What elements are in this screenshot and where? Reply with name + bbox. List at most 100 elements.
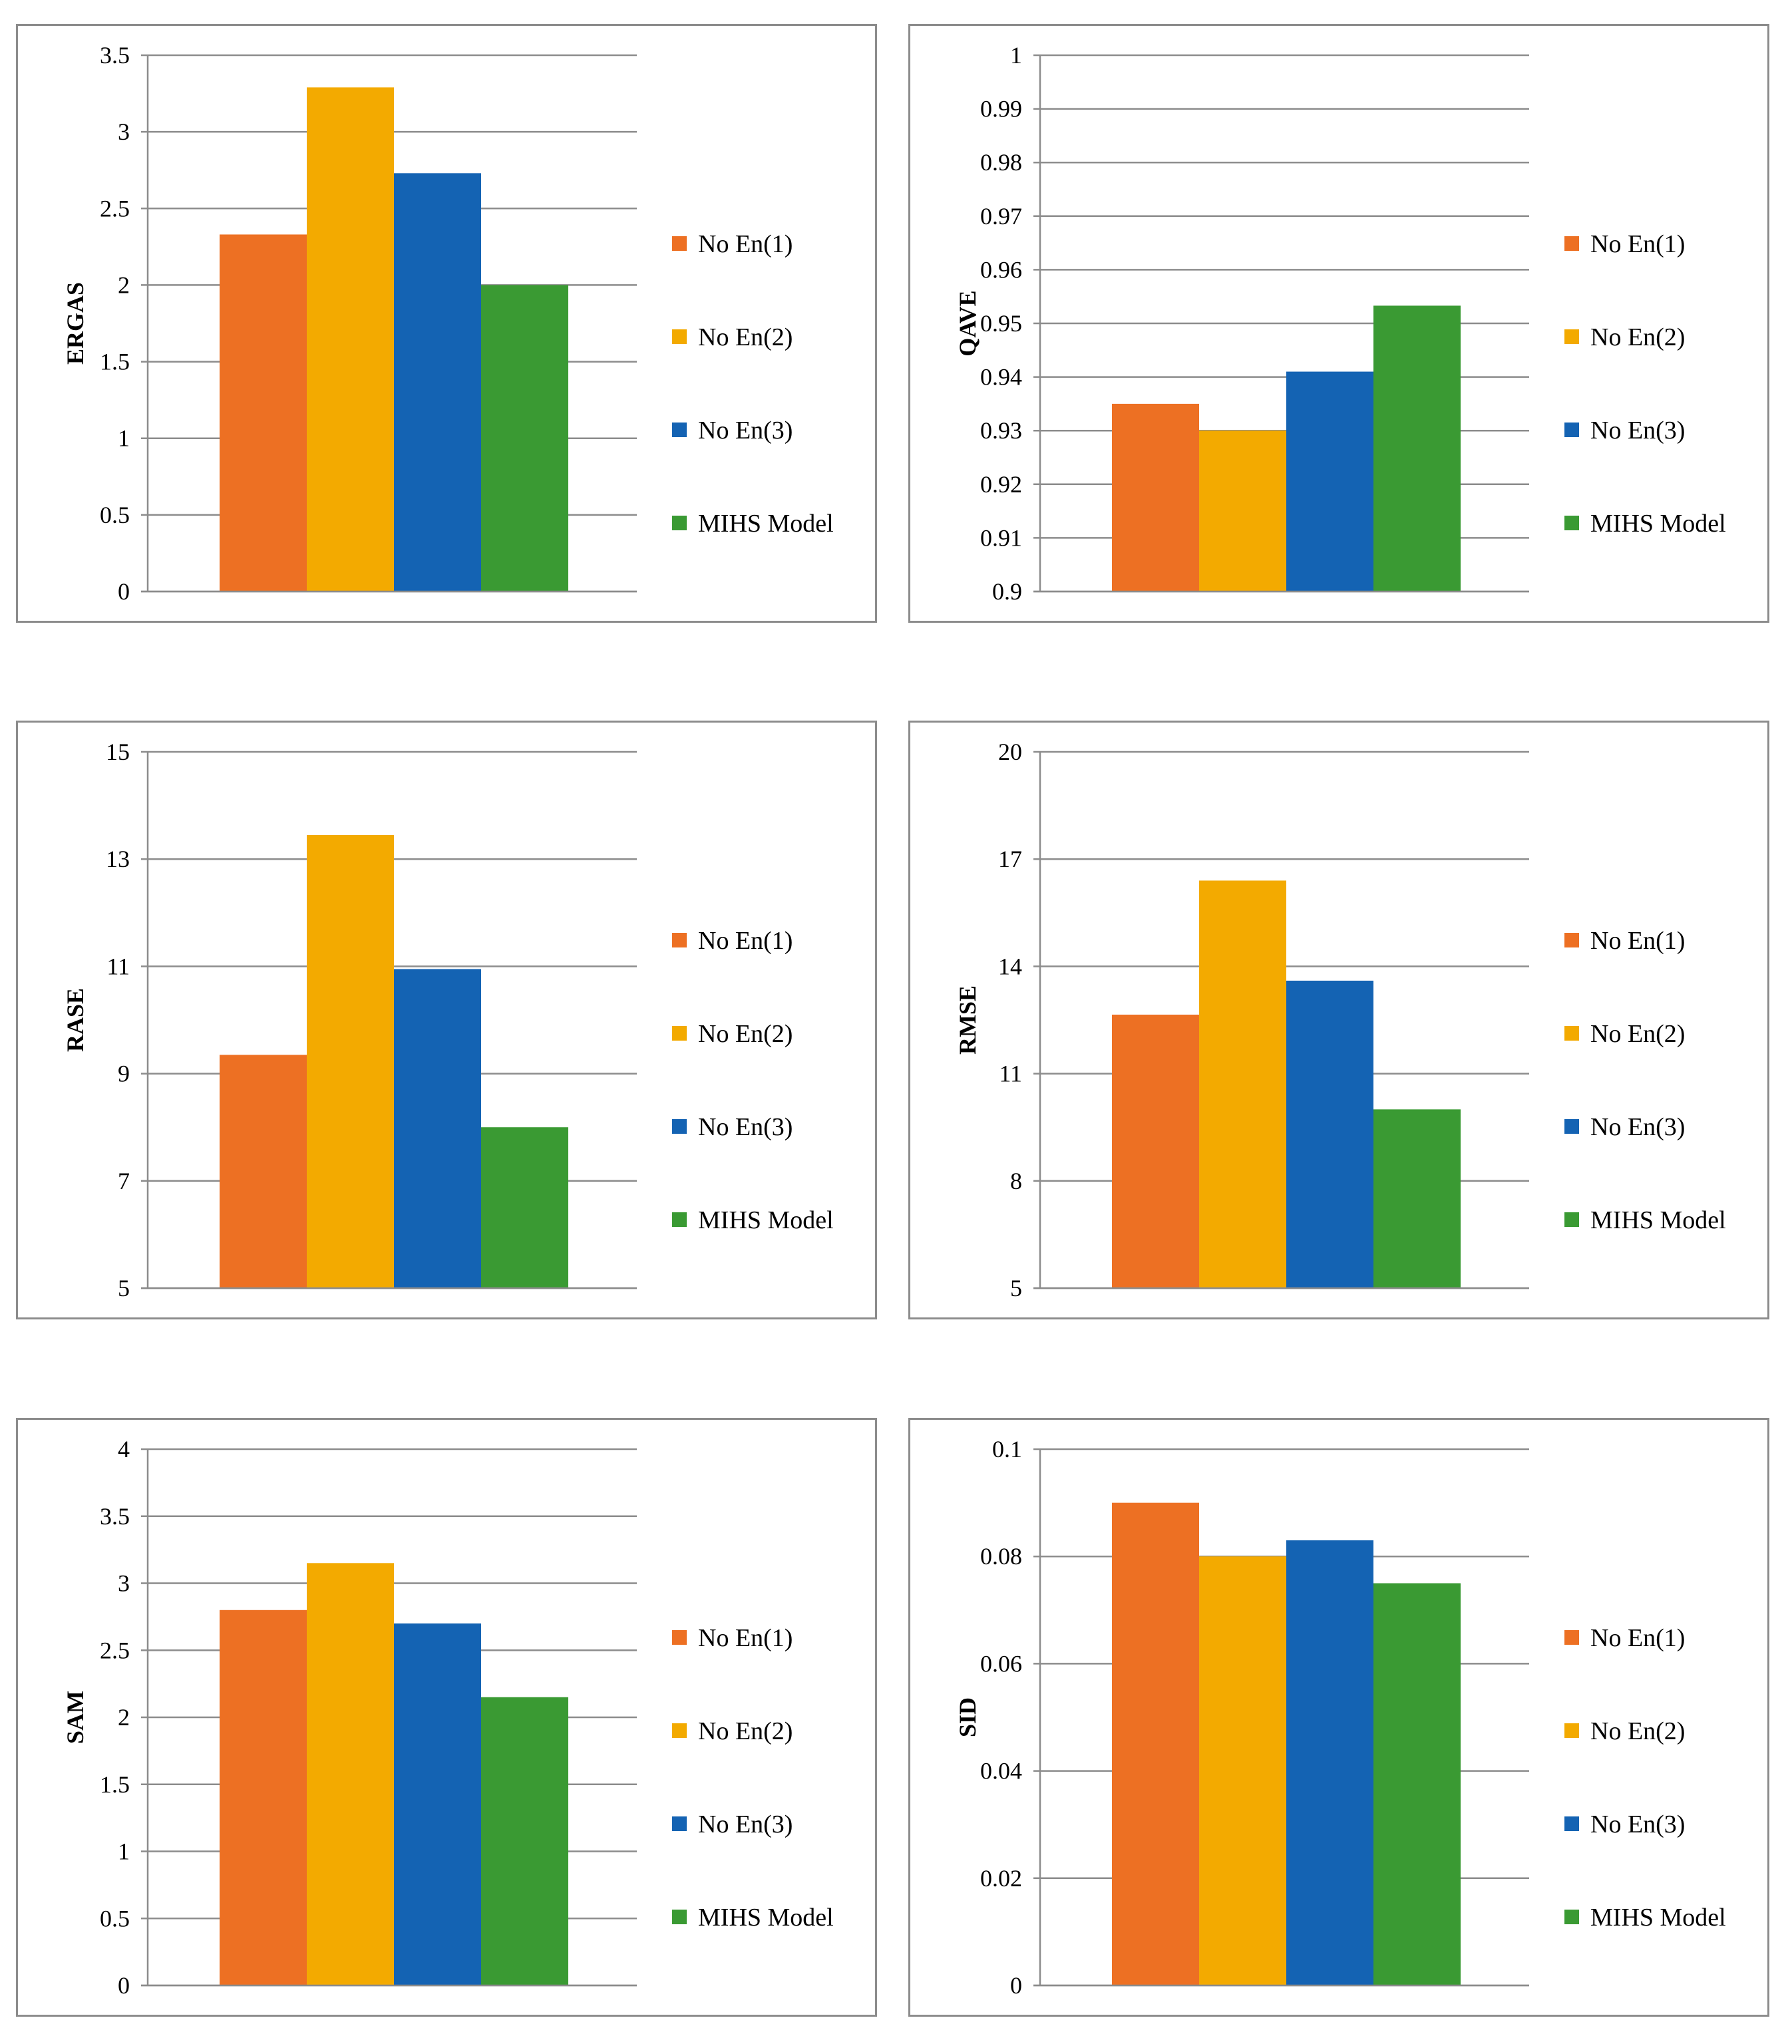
y-tick-label: 0.99 [980,96,1022,122]
y-tick-label: 9 [118,1061,130,1087]
y-tick-label: 0.92 [980,471,1022,498]
legend-label: No En(3) [698,417,793,444]
y-tick-label: 0.02 [980,1865,1022,1892]
y-tick-label: 1.5 [100,349,130,375]
legend-label: No En(2) [1590,323,1685,351]
legend-swatch [672,1212,687,1227]
y-tick-label: 7 [118,1168,130,1194]
bar [1199,880,1286,1288]
bar [481,1127,568,1288]
y-tick-label: 8 [1010,1168,1022,1194]
y-axis-label: QAVE [954,290,981,356]
legend-label: No En(1) [1590,230,1685,258]
y-tick-label: 4 [118,1436,130,1462]
legend-label: No En(3) [1590,1113,1685,1141]
bar [307,87,394,592]
bar [1112,403,1199,592]
legend-swatch [672,423,687,437]
legend-swatch [672,1630,687,1645]
y-tick-label: 0.93 [980,417,1022,444]
bar [1199,1556,1286,1985]
bar [1373,305,1461,592]
bar [307,1563,394,1985]
legend-label: No En(3) [698,1113,793,1141]
bar [220,1055,307,1288]
y-tick-label: 5 [118,1275,130,1301]
legend-label: MIHS Model [698,1904,834,1932]
y-tick-label: 3 [118,118,130,145]
y-tick-label: 1.5 [100,1771,130,1798]
chart-qave: 0.9 0.91 0.92 0.93 0.94 0.95 0.96 0.97 0.98 0.99 1… [954,42,1726,605]
y-tick-label: 2.5 [100,1637,130,1663]
y-tick-label: 0.91 [980,524,1022,551]
y-tick-label: 0 [118,1972,130,1999]
legend-label: MIHS Model [1590,1904,1726,1932]
legend-label: MIHS Model [1590,1206,1726,1234]
y-tick-label: 13 [106,846,130,872]
y-axis-label: SID [954,1697,981,1737]
chart-ergas: 0 0.5 1 1.5 2 2.5 3 3.5 ERGAS No En(1) No En(2) No … [62,42,834,605]
legend-label: No En(2) [698,1020,793,1048]
legend-swatch [1564,423,1579,437]
legend-label: No En(2) [698,1717,793,1745]
bar [394,969,481,1288]
legend-swatch [672,1119,687,1134]
y-tick-label: 0.08 [980,1543,1022,1570]
y-tick-label: 0.97 [980,203,1022,230]
y-tick-label: 2 [118,1704,130,1731]
chart-sam: 0 0.5 1 1.5 2 2.5 3 3.5 4 SAM No En(1) No En(2) No E… [62,1436,834,1999]
legend-label: No En(2) [698,323,793,351]
bar [1286,1540,1373,1985]
legend-swatch [672,516,687,530]
chart-panel-rmse: 5 8 11 14 17 20 RMSE No En(1) No En(2) No En(3) MI… [908,721,1769,1319]
bar [1112,1502,1199,1985]
legend-label: No En(3) [1590,417,1685,444]
legend-swatch [672,1910,687,1924]
y-tick-label: 3 [118,1570,130,1597]
y-axis-label: RMSE [954,985,981,1055]
y-tick-label: 0.98 [980,149,1022,176]
legend-label: No En(2) [1590,1717,1685,1745]
legend-swatch [1564,1816,1579,1831]
y-tick-label: 5 [1010,1275,1022,1301]
bar [481,285,568,592]
bar [394,1623,481,1985]
legend-label: No En(1) [698,230,793,258]
bar [1373,1583,1461,1985]
legend-label: No En(2) [1590,1020,1685,1048]
legend-swatch [1564,329,1579,344]
bar [1286,371,1373,592]
legend-swatch [1564,236,1579,251]
y-axis-label: SAM [62,1691,89,1744]
legend-label: No En(1) [1590,1624,1685,1652]
bar [220,234,307,592]
y-tick-label: 2.5 [100,195,130,222]
legend-swatch [672,329,687,344]
chart-rmse: 5 8 11 14 17 20 RMSE No En(1) No En(2) No En(3) MI… [954,739,1726,1301]
y-tick-label: 0.5 [100,502,130,528]
legend-swatch [1564,1212,1579,1227]
y-tick-label: 3.5 [100,42,130,69]
legend-label: No En(3) [698,1810,793,1838]
bar [1112,1014,1199,1288]
y-tick-label: 1 [118,1838,130,1865]
legend-label: No En(1) [698,927,793,955]
legend-label: MIHS Model [698,1206,834,1234]
y-tick-label: 11 [999,1061,1022,1087]
bar [1286,980,1373,1288]
legend-label: MIHS Model [1590,510,1726,538]
y-tick-label: 14 [998,953,1022,979]
chart-sid: 0 0.02 0.04 0.06 0.08 0.1 SID No En(1) No En(2) N… [954,1436,1726,1999]
y-axis-label: RASE [62,988,89,1052]
legend-swatch [1564,1119,1579,1134]
bar [1373,1109,1461,1288]
chart-panel-ergas: 0 0.5 1 1.5 2 2.5 3 3.5 ERGAS No En(1) No En(2) No … [16,24,877,623]
bar [220,1610,307,1985]
legend-swatch [672,236,687,251]
y-tick-label: 2 [118,271,130,298]
y-tick-label: 11 [106,953,130,979]
y-tick-label: 17 [998,846,1022,872]
legend-swatch [1564,933,1579,947]
y-tick-label: 0.95 [980,310,1022,337]
chart-panel-sid: 0 0.02 0.04 0.06 0.08 0.1 SID No En(1) No En(2) N… [908,1418,1769,2017]
